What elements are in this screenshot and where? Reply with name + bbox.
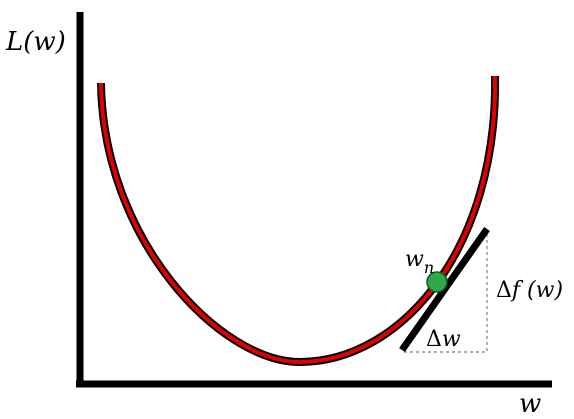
loss-curve	[99, 75, 498, 365]
delta-f-text: f (w)	[510, 278, 563, 303]
delta-w-symbol: Δ	[426, 327, 442, 352]
delta-w-label: Δw	[426, 327, 461, 352]
point-label-main: w	[405, 247, 424, 272]
x-axis-label: w	[519, 389, 541, 419]
delta-f-label: Δf (w)	[496, 278, 563, 303]
loss-curve-outline	[97, 75, 500, 367]
current-point	[426, 271, 448, 293]
point-label-sub: n	[424, 258, 434, 277]
delta-f-symbol: Δ	[496, 278, 512, 303]
point-label: wn	[405, 247, 434, 277]
y-axis-label: L(w)	[5, 27, 66, 57]
delta-w-text: w	[442, 327, 461, 352]
